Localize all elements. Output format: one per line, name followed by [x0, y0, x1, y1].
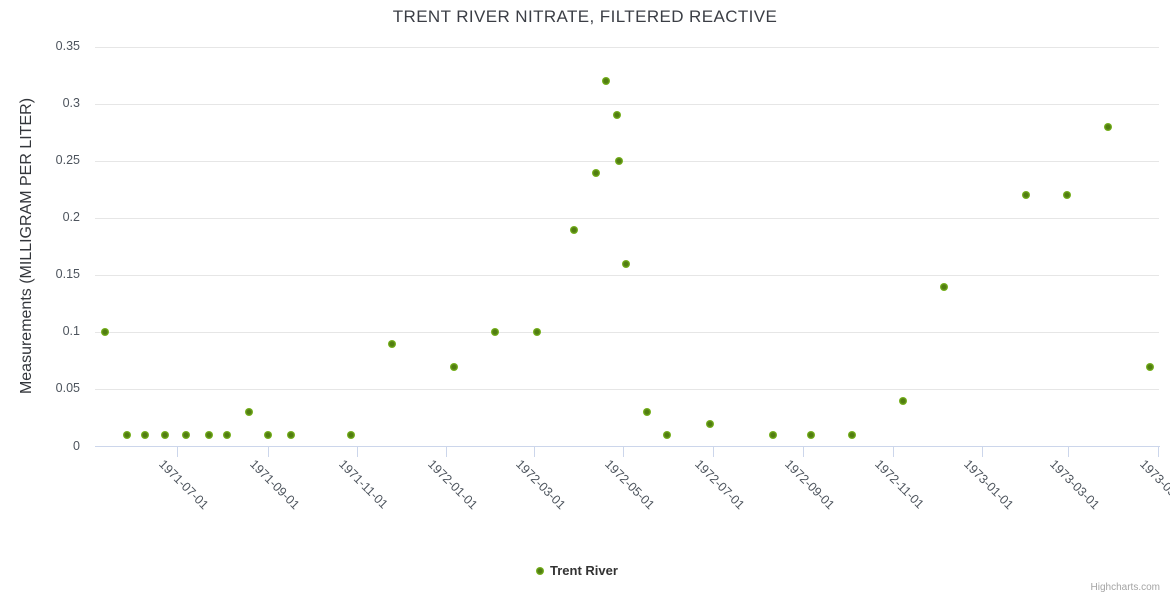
data-point[interactable]	[705, 419, 714, 428]
x-tick	[267, 447, 269, 457]
y-tick-label: 0.05	[55, 381, 80, 396]
y-tick-label: 0.3	[62, 96, 80, 111]
data-point[interactable]	[205, 431, 214, 440]
y-tick-label: 0.15	[55, 267, 80, 282]
y-tick-label: 0.1	[62, 324, 80, 339]
x-tick-label: 1972-09-01	[782, 457, 838, 513]
data-point[interactable]	[161, 431, 170, 440]
data-point[interactable]	[768, 431, 777, 440]
chart-title: TRENT RIVER NITRATE, FILTERED REACTIVE	[392, 7, 778, 26]
x-tick-label: 1972-05-01	[602, 457, 658, 513]
data-point[interactable]	[287, 431, 296, 440]
data-point[interactable]	[490, 328, 499, 337]
x-tick-label: 1971-11-01	[336, 457, 391, 512]
data-point[interactable]	[263, 431, 272, 440]
data-point[interactable]	[1103, 122, 1112, 131]
x-tick	[446, 447, 448, 457]
x-tick-label: 1973-01-01	[961, 457, 1017, 513]
data-point[interactable]	[244, 408, 253, 417]
data-point[interactable]	[622, 259, 631, 268]
data-point[interactable]	[898, 396, 907, 405]
x-tick-label: 1972-03-01	[513, 457, 569, 513]
x-tick	[1157, 447, 1159, 457]
data-point[interactable]	[569, 225, 578, 234]
data-point[interactable]	[601, 77, 610, 86]
x-tick-label: 1972-11-01	[871, 457, 927, 512]
data-point[interactable]	[663, 431, 672, 440]
y-tick-label: 0.25	[55, 153, 80, 168]
x-tick	[892, 447, 894, 457]
x-axis-line	[95, 446, 1160, 447]
y-grid-line	[95, 388, 1159, 390]
x-tick	[356, 447, 358, 457]
x-tick-label: 1973-03-01	[1047, 457, 1103, 513]
x-tick	[712, 447, 714, 457]
data-point[interactable]	[939, 282, 948, 291]
data-point[interactable]	[140, 431, 149, 440]
y-grid-line	[95, 160, 1159, 162]
x-tick-label: 1971-07-01	[156, 457, 212, 513]
legend-label: Trent River	[550, 563, 618, 578]
x-tick	[1068, 447, 1070, 457]
y-grid-line	[95, 331, 1159, 333]
data-point[interactable]	[532, 328, 541, 337]
y-grid-line	[95, 274, 1159, 276]
y-tick-label: 0.35	[55, 39, 80, 53]
x-tick-label: 1972-01-01	[425, 457, 481, 513]
y-tick-label: 0.2	[62, 210, 80, 225]
data-point[interactable]	[591, 168, 600, 177]
y-grid-line	[95, 103, 1159, 105]
legend-item-trent-river[interactable]: Trent River	[536, 563, 618, 578]
x-tick	[981, 447, 983, 457]
y-grid-line	[95, 217, 1159, 219]
data-point[interactable]	[614, 157, 623, 166]
data-point[interactable]	[1146, 362, 1155, 371]
x-tick	[623, 447, 625, 457]
x-tick-label: 1972-07-01	[691, 457, 747, 513]
y-tick-label: 0	[73, 438, 80, 453]
data-point[interactable]	[347, 431, 356, 440]
data-point[interactable]	[449, 362, 458, 371]
x-tick	[803, 447, 805, 457]
data-point[interactable]	[613, 111, 622, 120]
data-point[interactable]	[1021, 191, 1030, 200]
data-point[interactable]	[847, 431, 856, 440]
y-grid-line	[95, 46, 1159, 48]
data-point[interactable]	[123, 431, 132, 440]
data-point[interactable]	[642, 408, 651, 417]
data-point[interactable]	[806, 431, 815, 440]
data-point[interactable]	[222, 431, 231, 440]
highcharts-credits-link[interactable]: Highcharts.com	[1090, 582, 1160, 593]
data-point[interactable]	[388, 339, 397, 348]
x-tick-label: 1971-09-01	[246, 457, 302, 513]
x-tick	[534, 447, 536, 457]
data-point[interactable]	[181, 431, 190, 440]
data-point[interactable]	[1062, 191, 1071, 200]
x-tick-label: 1973-05-01	[1136, 457, 1170, 513]
x-tick	[176, 447, 178, 457]
legend-marker-icon	[536, 566, 544, 575]
data-point[interactable]	[101, 328, 110, 337]
